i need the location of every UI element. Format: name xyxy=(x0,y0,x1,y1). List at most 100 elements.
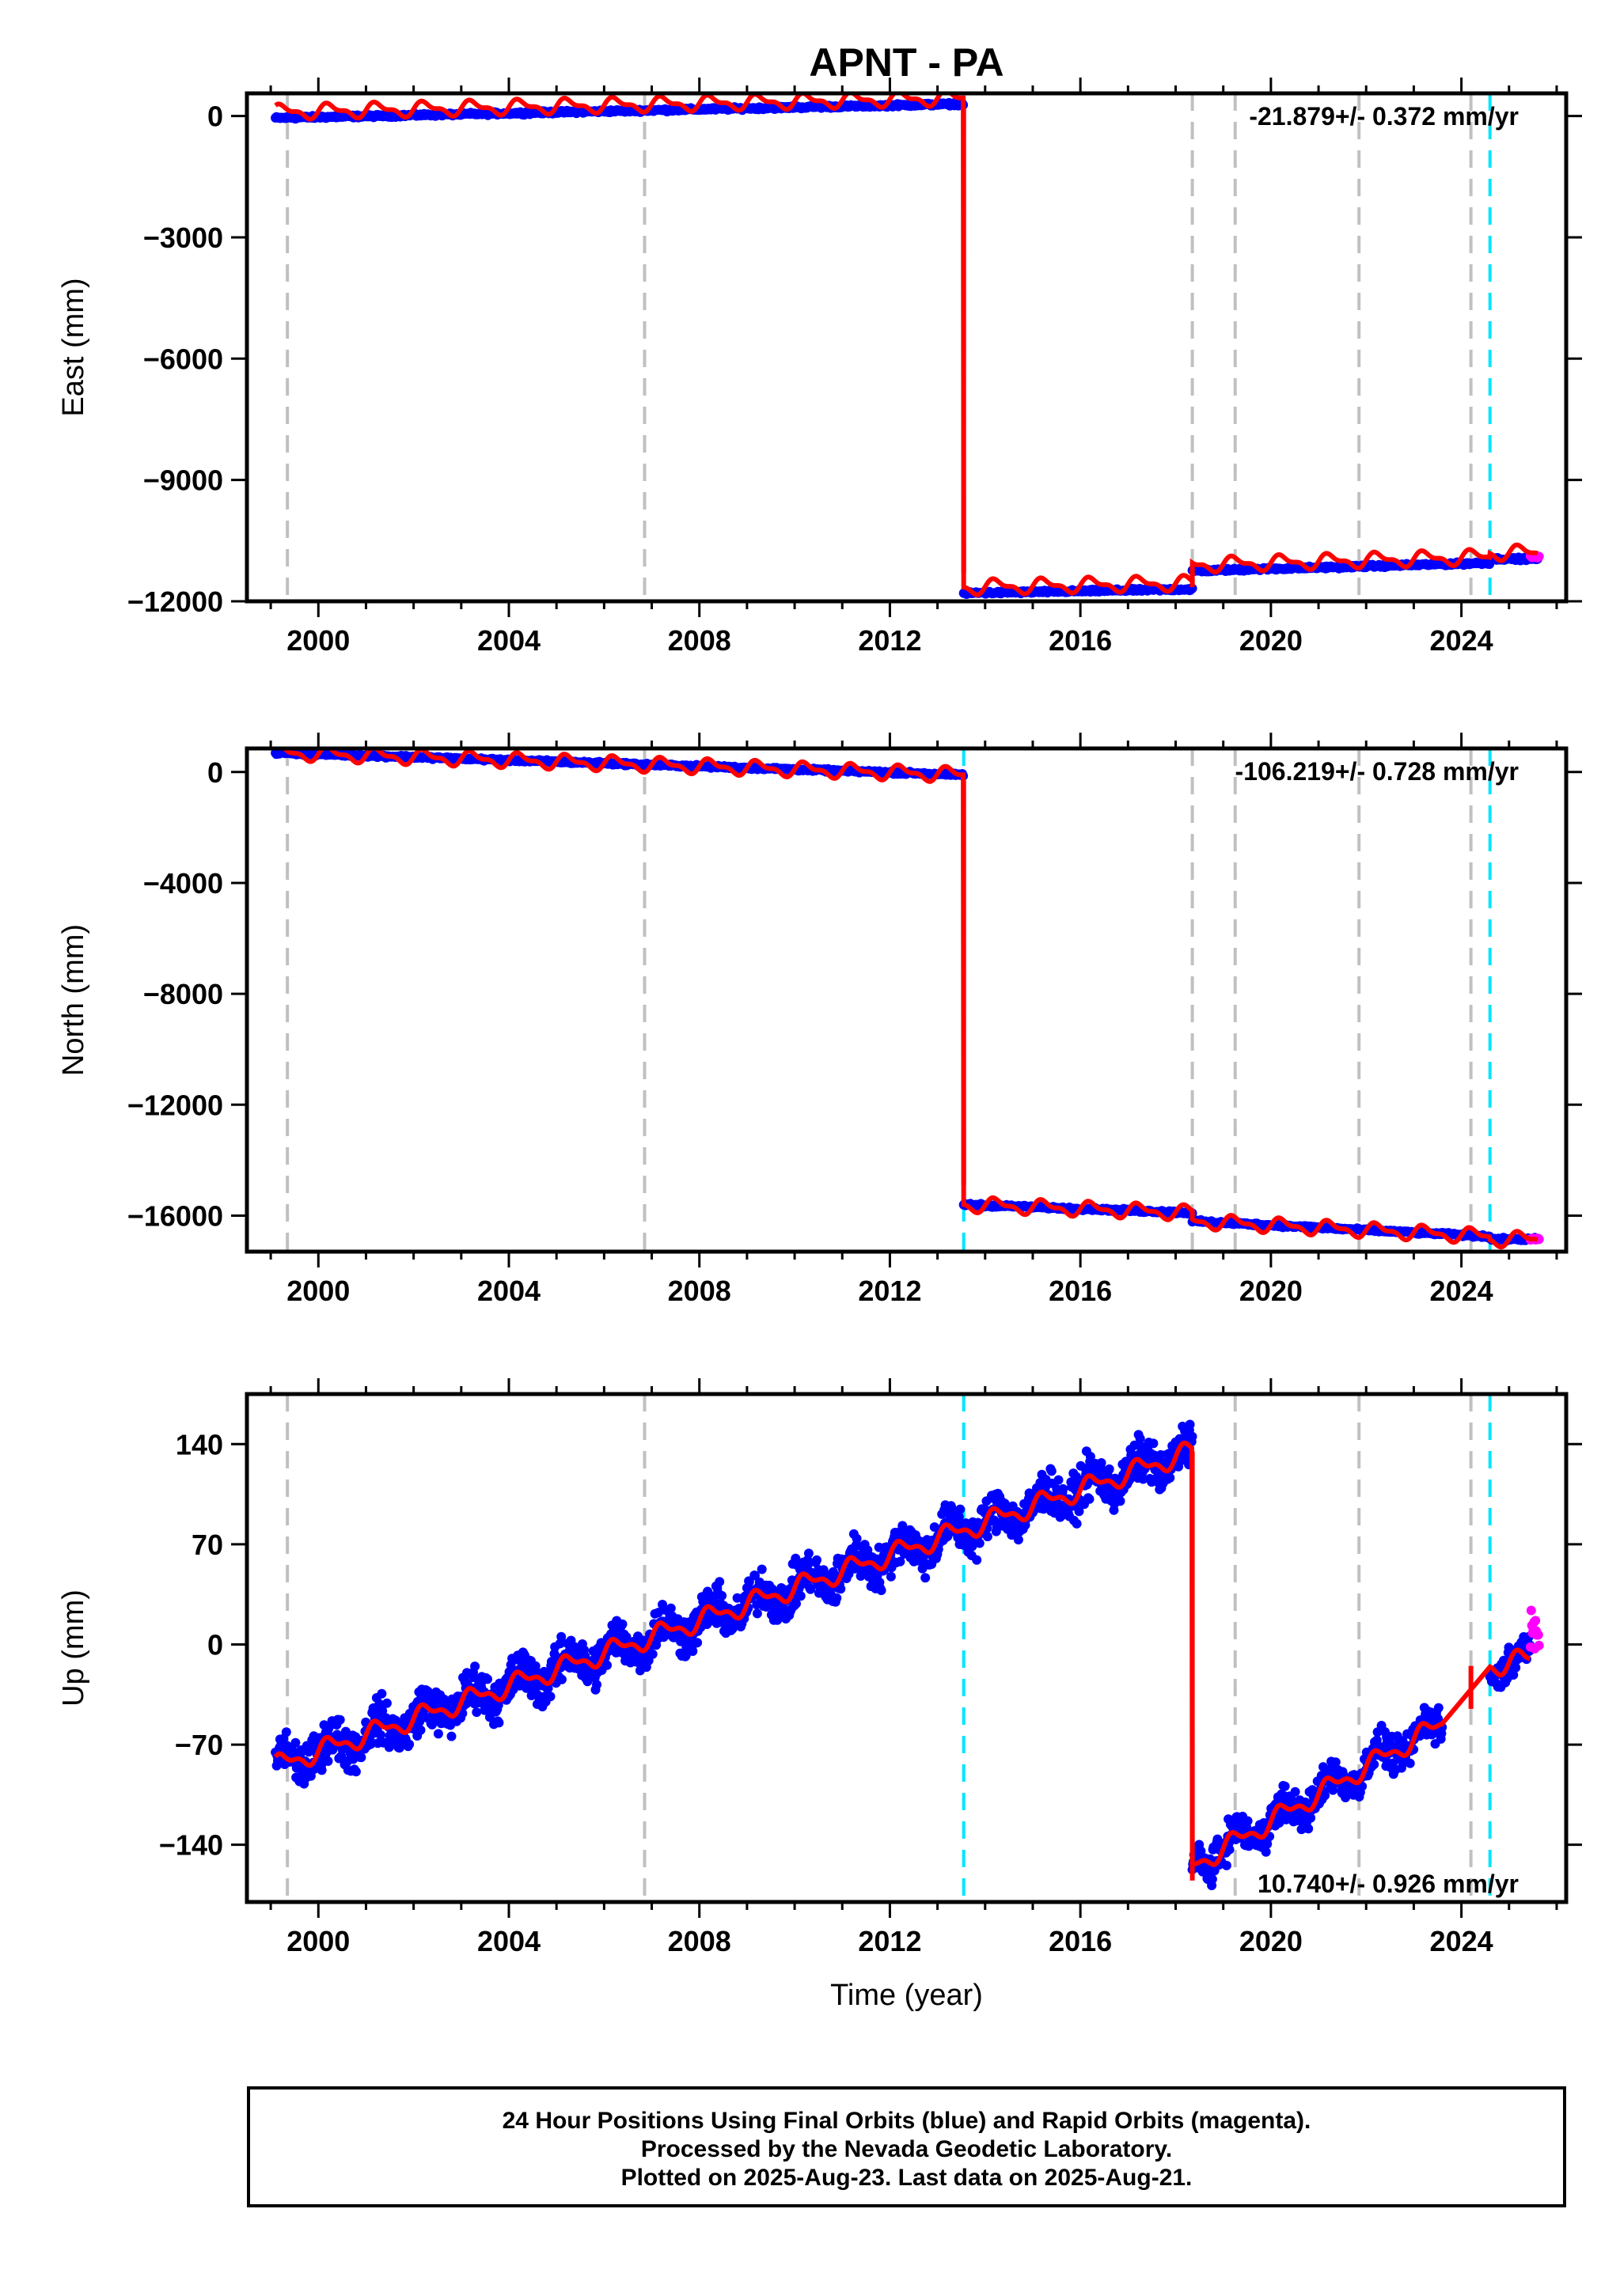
data-point xyxy=(377,1706,388,1716)
data-point xyxy=(1262,1839,1273,1849)
data-point xyxy=(1511,1662,1521,1673)
data-point xyxy=(666,1603,676,1613)
data-point xyxy=(715,1577,725,1587)
data-point xyxy=(335,1714,345,1725)
y-tick-label: −12000 xyxy=(127,585,223,618)
data-point xyxy=(897,1521,908,1531)
x-tick-label: 2000 xyxy=(286,1275,350,1307)
data-point xyxy=(290,1737,301,1748)
data-point xyxy=(1115,1496,1125,1506)
data-point xyxy=(1369,1760,1379,1770)
y-tick-label: −9000 xyxy=(143,464,223,497)
data-point xyxy=(1148,1438,1159,1449)
data-point xyxy=(1138,1474,1148,1484)
data-point xyxy=(472,1707,482,1718)
data-point xyxy=(688,1646,698,1656)
data-point xyxy=(954,1512,964,1522)
plot-area xyxy=(271,748,1544,1252)
data-point xyxy=(744,1577,754,1587)
data-point xyxy=(795,1591,806,1601)
data-point xyxy=(556,1674,567,1684)
data-point xyxy=(717,1590,727,1601)
data-point xyxy=(446,1731,457,1741)
x-tick-label: 2016 xyxy=(1049,624,1112,657)
data-point xyxy=(1013,1535,1023,1545)
data-point xyxy=(377,1688,387,1699)
data-point xyxy=(323,1756,333,1766)
x-tick-label: 2024 xyxy=(1430,1275,1493,1307)
data-point xyxy=(955,1504,966,1514)
data-point xyxy=(1243,1816,1253,1826)
data-point xyxy=(281,1727,291,1737)
data-point xyxy=(1046,1466,1057,1476)
data-point xyxy=(863,1545,873,1555)
data-point xyxy=(384,1742,394,1752)
data-point xyxy=(1104,1464,1114,1474)
data-point xyxy=(876,1586,886,1596)
data-point xyxy=(1058,1483,1068,1494)
y-tick-label: −4000 xyxy=(143,867,223,900)
plot-area xyxy=(271,1394,1544,1902)
data-point xyxy=(1224,1844,1235,1855)
model-curve xyxy=(274,93,1538,597)
y-tick-label: 0 xyxy=(207,100,223,133)
data-point xyxy=(1084,1494,1095,1504)
x-tick-label: 2000 xyxy=(286,624,350,657)
data-point xyxy=(1096,1458,1106,1468)
data-point xyxy=(832,1593,842,1603)
x-tick-label: 2020 xyxy=(1239,624,1303,657)
y-tick-label: −6000 xyxy=(143,343,223,375)
data-point xyxy=(617,1619,628,1629)
y-axis-label: North (mm) xyxy=(57,924,90,1076)
data-point xyxy=(757,1564,767,1574)
data-point xyxy=(592,1680,601,1690)
data-point xyxy=(1508,1670,1519,1680)
data-point xyxy=(1405,1758,1415,1768)
data-point xyxy=(692,1638,703,1648)
data-point xyxy=(886,1571,896,1582)
data-point xyxy=(1330,1757,1341,1767)
y-tick-label: 0 xyxy=(207,756,223,789)
x-tick-label: 2008 xyxy=(668,624,731,657)
data-point xyxy=(356,1752,366,1763)
data-point xyxy=(351,1767,361,1777)
data-point xyxy=(947,1502,957,1513)
x-tick-label: 2020 xyxy=(1239,1275,1303,1307)
data-point xyxy=(1196,1846,1206,1856)
data-point xyxy=(1187,1431,1197,1442)
data-point xyxy=(1290,1786,1300,1797)
data-point xyxy=(1320,1790,1330,1801)
panel-3: 2000 2004 2008 2012 2016 2020 2024140700−70−14… xyxy=(57,1378,1582,2012)
data-point xyxy=(836,1584,846,1594)
data-point xyxy=(1306,1813,1316,1823)
velocity-rate-label: -106.219+/- 0.728 mm/yr xyxy=(1235,757,1519,786)
data-point xyxy=(803,1559,814,1569)
data-point xyxy=(920,1573,931,1583)
velocity-rate-label: -21.879+/- 0.372 mm/yr xyxy=(1249,102,1519,131)
panel-2: 2000 2004 2008 2012 2016 2020 20240−4000−8000−… xyxy=(57,733,1582,1307)
model-curve xyxy=(280,748,1538,1250)
data-point xyxy=(483,1674,492,1684)
y-tick-label: −12000 xyxy=(127,1089,223,1121)
x-tick-label: 2004 xyxy=(477,1275,541,1307)
data-point xyxy=(895,1556,905,1567)
data-point xyxy=(1185,1419,1195,1430)
data-point xyxy=(752,1608,762,1619)
data-point xyxy=(803,1548,814,1559)
panel-1: 2000 2004 2008 2012 2016 2020 20240−3000−6000−… xyxy=(57,40,1582,657)
data-point xyxy=(806,1584,816,1594)
y-tick-label: −16000 xyxy=(127,1199,223,1232)
data-point xyxy=(681,1650,691,1661)
data-point xyxy=(381,1698,392,1708)
data-point xyxy=(1135,1434,1145,1444)
plot-frame xyxy=(245,91,1569,604)
data-point xyxy=(602,1660,612,1670)
data-point xyxy=(1207,1874,1217,1885)
x-tick-label: 2004 xyxy=(477,624,541,657)
x-tick-label: 2024 xyxy=(1430,624,1493,657)
y-tick-label: −3000 xyxy=(143,222,223,254)
data-point xyxy=(1371,1735,1382,1745)
data-point xyxy=(974,1538,985,1548)
data-point xyxy=(852,1533,862,1544)
